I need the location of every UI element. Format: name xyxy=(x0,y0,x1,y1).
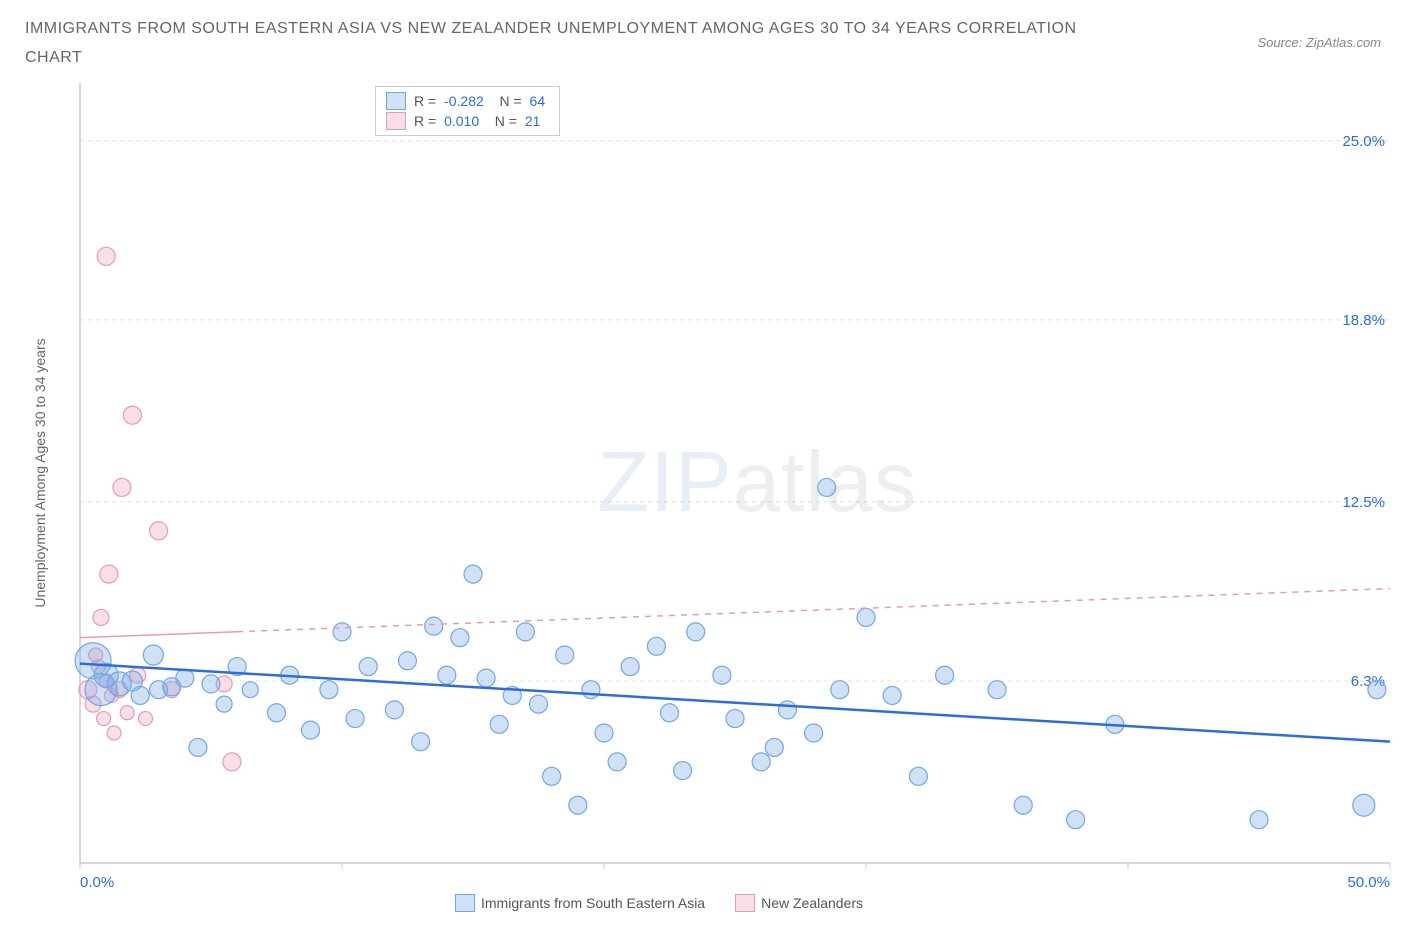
svg-text:50.0%: 50.0% xyxy=(1347,874,1390,891)
stats-row: R = 0.010 N = 21 xyxy=(386,111,549,131)
legend-item: New Zealanders xyxy=(735,894,863,912)
legend-item: Immigrants from South Eastern Asia xyxy=(455,894,705,912)
legend-label: Immigrants from South Eastern Asia xyxy=(481,895,705,911)
stats-row: R = -0.282 N = 64 xyxy=(386,91,549,111)
scatter-chart: 0.0%50.0%6.3%12.5%18.8%25.0%Unemployment… xyxy=(25,78,1406,903)
legend-swatch xyxy=(386,92,406,110)
source-label: Source: ZipAtlas.com xyxy=(1257,35,1381,50)
chart-area: 0.0%50.0%6.3%12.5%18.8%25.0%Unemployment… xyxy=(25,78,1381,908)
svg-text:25.0%: 25.0% xyxy=(1342,132,1385,149)
bottom-legend: Immigrants from South Eastern Asia New Ze… xyxy=(455,894,863,912)
svg-text:0.0%: 0.0% xyxy=(80,874,114,891)
chart-title: IMMIGRANTS FROM SOUTH EASTERN ASIA VS NE… xyxy=(25,15,1125,73)
svg-text:Unemployment Among Ages 30 to: Unemployment Among Ages 30 to 34 years xyxy=(32,338,48,607)
svg-text:12.5%: 12.5% xyxy=(1342,493,1385,510)
svg-text:18.8%: 18.8% xyxy=(1342,311,1385,328)
stats-box: R = -0.282 N = 64R = 0.010 N = 21 xyxy=(375,86,560,136)
legend-swatch xyxy=(735,894,755,912)
legend-label: New Zealanders xyxy=(761,895,863,911)
legend-swatch xyxy=(386,112,406,130)
legend-swatch xyxy=(455,894,475,912)
